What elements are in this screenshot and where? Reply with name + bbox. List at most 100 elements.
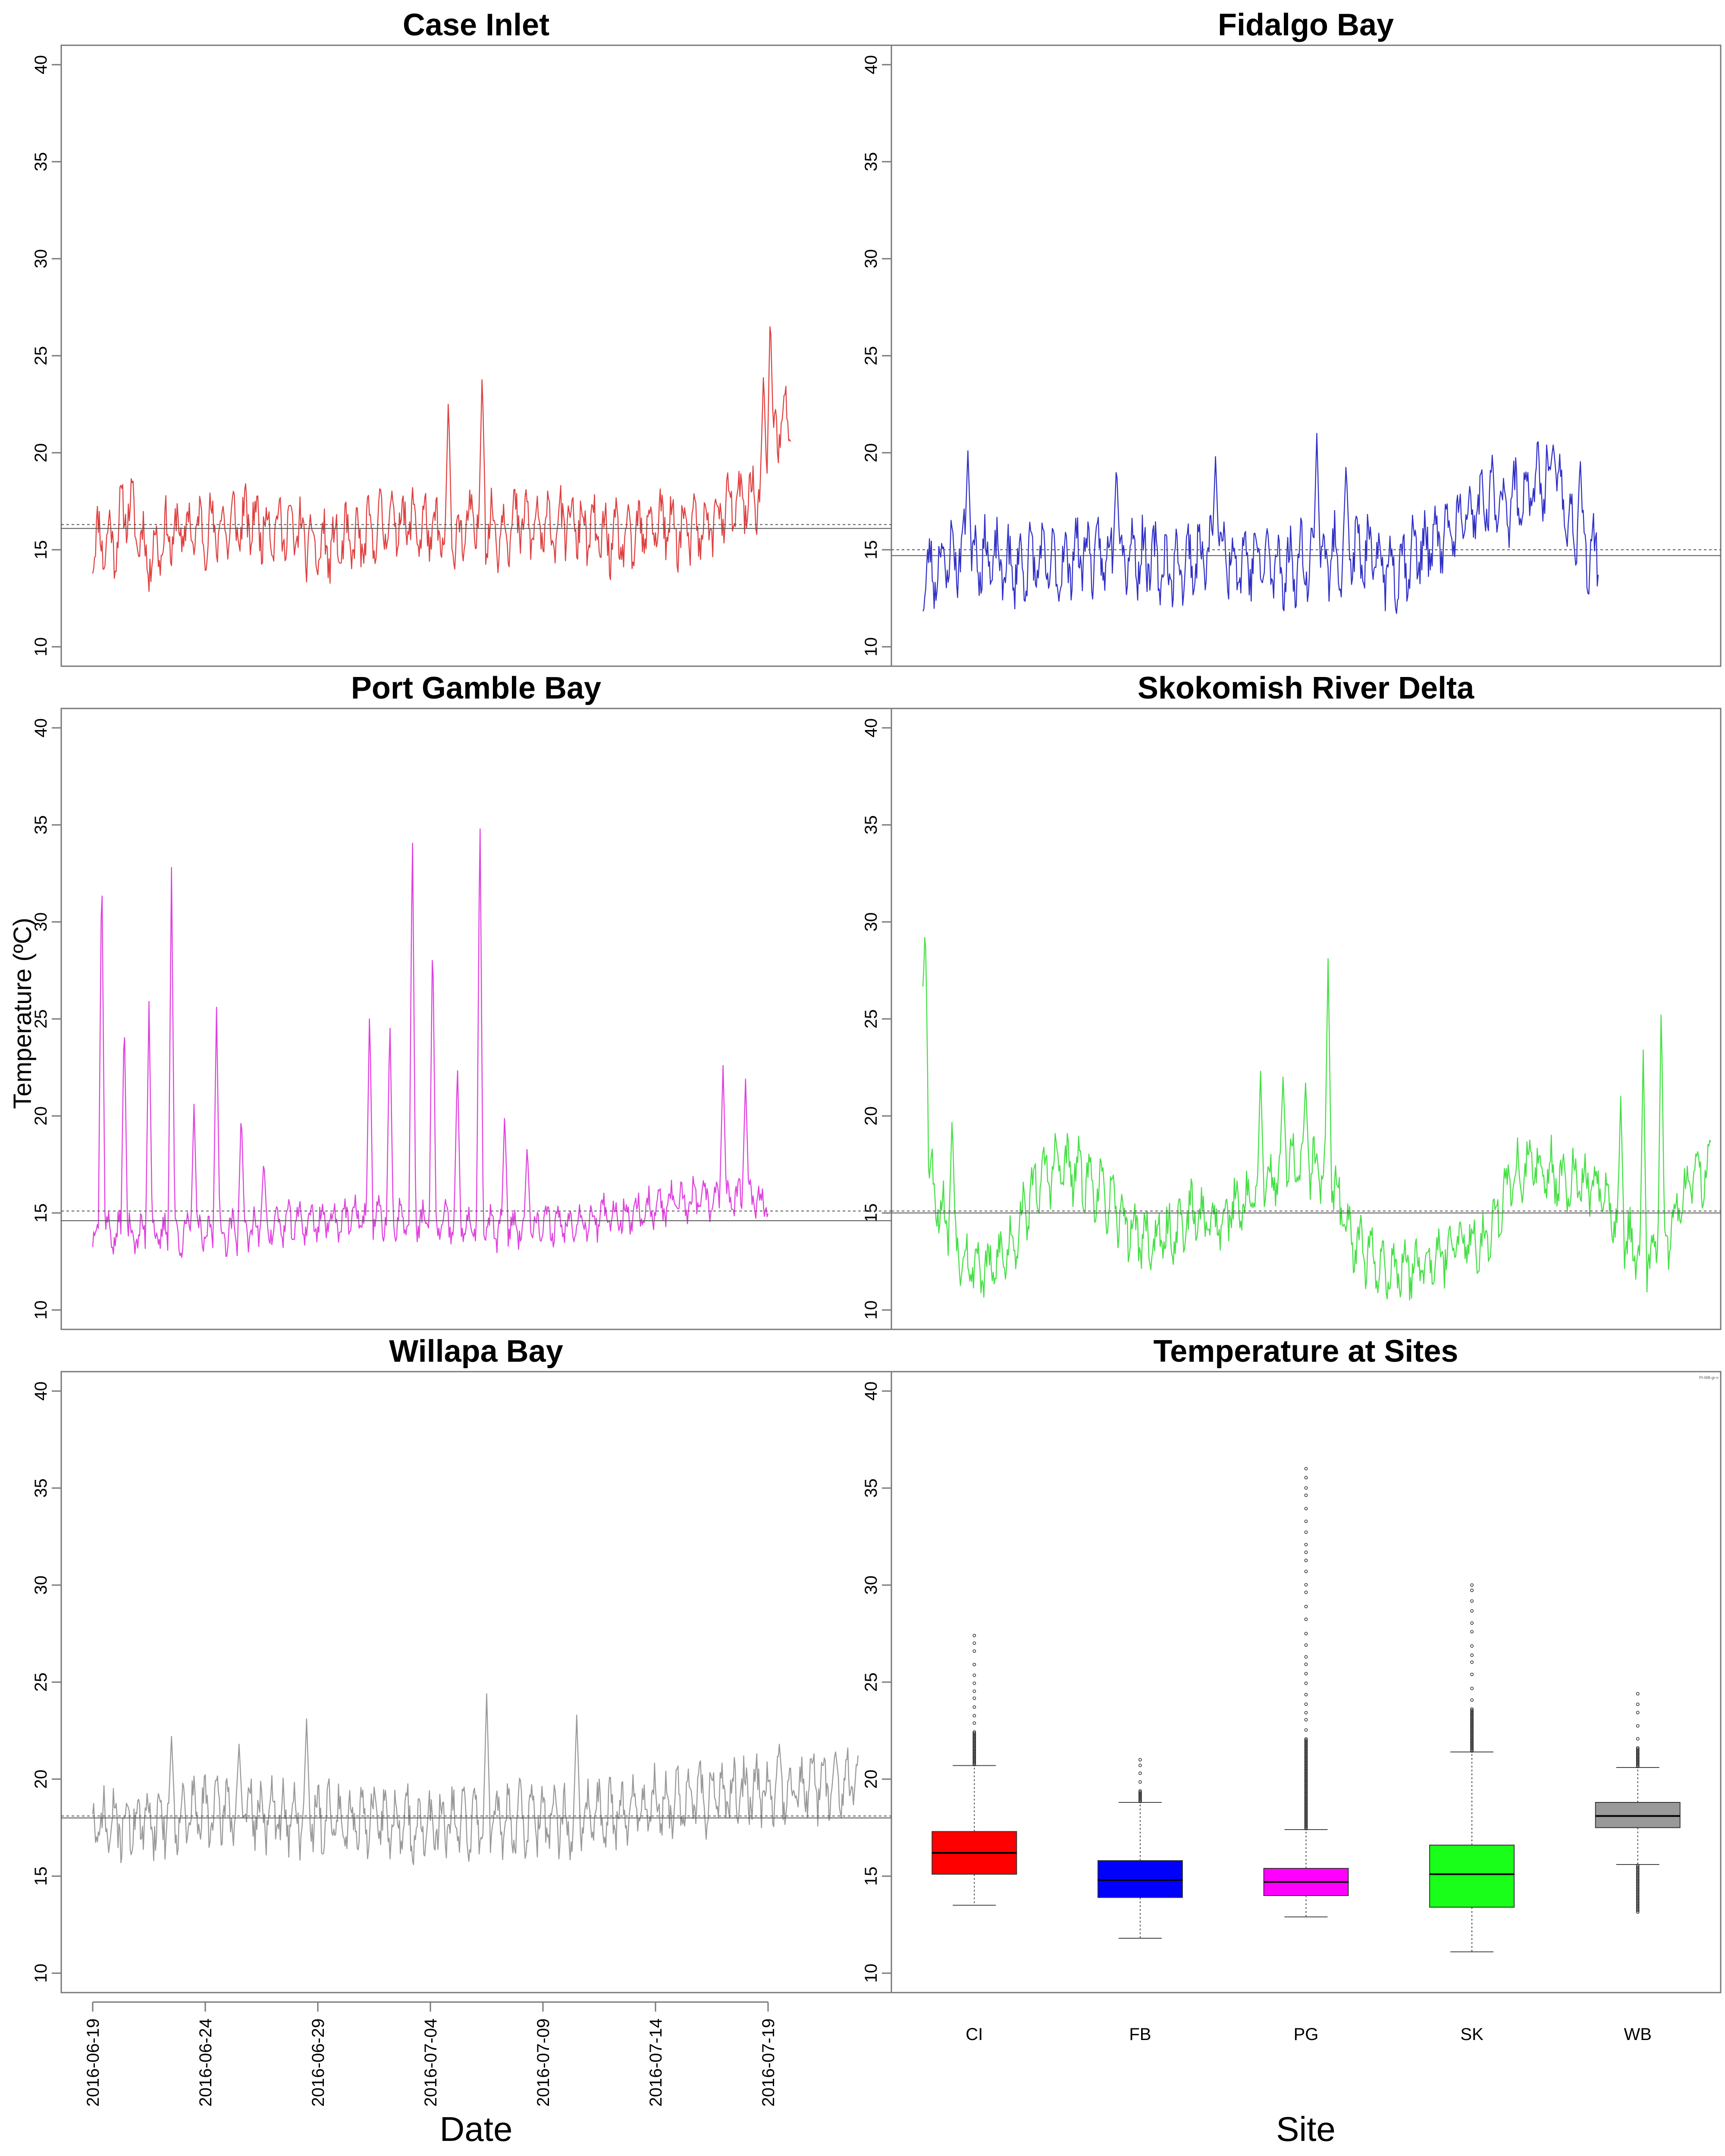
outlier-SK-22 xyxy=(1470,1724,1474,1727)
outlier-PG-67 xyxy=(1304,1749,1308,1752)
outlier-CI-11 xyxy=(972,1750,976,1754)
y-tick-label-pg-20: 20 xyxy=(31,1106,50,1126)
outlier-PG-94 xyxy=(1304,1558,1308,1562)
y-tick-label-ci-25: 25 xyxy=(31,346,50,366)
outlier-PG-90 xyxy=(1304,1604,1308,1608)
outlier-low-WB-22 xyxy=(1636,1898,1640,1902)
outlier-PG-17 xyxy=(1304,1807,1308,1811)
outlier-PG-39 xyxy=(1304,1781,1308,1785)
outlier-PG-81 xyxy=(1304,1702,1308,1706)
outlier-PG-75 xyxy=(1304,1739,1308,1743)
outlier-CI-9 xyxy=(972,1752,976,1756)
outlier-PG-65 xyxy=(1304,1751,1308,1755)
outlier-WB-6 xyxy=(1636,1758,1640,1761)
outlier-PG-59 xyxy=(1304,1758,1308,1762)
outlier-PG-71 xyxy=(1304,1744,1308,1748)
outlier-low-WB-1 xyxy=(1636,1865,1640,1869)
outlier-WB-12 xyxy=(1636,1751,1640,1755)
outlier-PG-78 xyxy=(1304,1728,1308,1732)
outlier-PG-43 xyxy=(1304,1777,1308,1780)
outlier-SK-12 xyxy=(1470,1735,1474,1739)
box-outliers-CI xyxy=(972,1634,976,1767)
outlier-WB-16 xyxy=(1636,1746,1640,1750)
outlier-PG-14 xyxy=(1304,1811,1308,1814)
outlier-SK-11 xyxy=(1470,1736,1474,1740)
outlier-PG-5 xyxy=(1304,1821,1308,1825)
outlier-PG-9 xyxy=(1304,1816,1308,1820)
outlier-SK-35 xyxy=(1470,1708,1474,1712)
outlier-SK-37 xyxy=(1470,1698,1474,1702)
outlier-low-WB-6 xyxy=(1636,1873,1640,1877)
outlier-PG-26 xyxy=(1304,1796,1308,1800)
outlier-PG-2 xyxy=(1304,1824,1308,1828)
outlier-SK-25 xyxy=(1470,1720,1474,1724)
outlier-PG-50 xyxy=(1304,1768,1308,1772)
outlier-PG-52 xyxy=(1304,1766,1308,1770)
outlier-CI-30 xyxy=(972,1714,976,1717)
outlier-WB-4 xyxy=(1636,1760,1640,1764)
outlier-low-WB-5 xyxy=(1636,1871,1640,1875)
outlier-WB-9 xyxy=(1636,1754,1640,1758)
y-tick-label-pg-15: 15 xyxy=(31,1203,50,1223)
outlier-PG-24 xyxy=(1304,1799,1308,1802)
outlier-PG-101 xyxy=(1304,1486,1308,1490)
outlier-WB-11 xyxy=(1636,1752,1640,1755)
outlier-SK-8 xyxy=(1470,1740,1474,1744)
outlier-PG-79 xyxy=(1304,1718,1308,1722)
box-FB xyxy=(1097,1860,1183,1898)
outlier-SK-28 xyxy=(1470,1717,1474,1720)
outlier-PG-12 xyxy=(1304,1813,1308,1817)
series-line-sk xyxy=(922,937,1712,1300)
y-tick-label-fb-10: 10 xyxy=(862,637,881,657)
outlier-CI-12 xyxy=(972,1749,976,1752)
y-tick-label-fb-25: 25 xyxy=(862,346,881,366)
outlier-PG-31 xyxy=(1304,1791,1308,1794)
y-tick-label-wb-25: 25 xyxy=(31,1673,50,1692)
outlier-PG-46 xyxy=(1304,1773,1308,1777)
outlier-low-WB-2 xyxy=(1636,1867,1640,1871)
outlier-FB-3 xyxy=(1138,1796,1142,1800)
outlier-low-WB-23 xyxy=(1636,1899,1640,1903)
outlier-PG-89 xyxy=(1304,1617,1308,1621)
outlier-SK-32 xyxy=(1470,1712,1474,1716)
outlier-PG-16 xyxy=(1304,1808,1308,1812)
outlier-CI-8 xyxy=(972,1753,976,1757)
outlier-WB-2 xyxy=(1636,1762,1640,1766)
outlier-PG-95 xyxy=(1304,1550,1308,1554)
y-tick-label-fb-20: 20 xyxy=(862,443,881,463)
outlier-PG-29 xyxy=(1304,1793,1308,1797)
outlier-CI-36 xyxy=(972,1663,976,1667)
outlier-FB-5 xyxy=(1138,1794,1142,1798)
outlier-PG-56 xyxy=(1304,1761,1308,1765)
outlier-PG-36 xyxy=(1304,1785,1308,1789)
outlier-low-WB-7 xyxy=(1636,1874,1640,1878)
series-line-wb xyxy=(92,1693,859,1865)
outlier-SK-16 xyxy=(1470,1730,1474,1734)
outlier-PG-99 xyxy=(1304,1507,1308,1510)
y-tick-label-ci-30: 30 xyxy=(31,249,50,269)
outlier-WB-18 xyxy=(1636,1724,1640,1728)
outlier-low-WB-16 xyxy=(1636,1888,1640,1892)
outlier-low-WB-15 xyxy=(1636,1887,1640,1891)
y-tick-label-sk-40: 40 xyxy=(862,718,881,738)
y-tick-label-wb-20: 20 xyxy=(31,1770,50,1789)
x-axis-label-site: Site xyxy=(1276,2110,1336,2148)
outlier-SK-44 xyxy=(1470,1621,1474,1625)
panel-title-willapa-bay: Willapa Bay xyxy=(389,1334,563,1369)
y-tick-label-sk-15: 15 xyxy=(862,1203,881,1223)
outlier-low-WB-29 xyxy=(1636,1908,1640,1912)
outlier-SK-0 xyxy=(1470,1749,1474,1753)
site-label-SK: SK xyxy=(1460,2025,1484,2044)
y-tick-label-box-10: 10 xyxy=(862,1964,881,1983)
outlier-PG-3 xyxy=(1304,1823,1308,1827)
outlier-CI-7 xyxy=(972,1755,976,1758)
y-tick-label-ci-35: 35 xyxy=(31,152,50,172)
x-tick-label-3: 2016-07-04 xyxy=(421,2018,440,2107)
series-line-pg xyxy=(92,828,769,1258)
y-tick-label-wb-30: 30 xyxy=(31,1576,50,1595)
y-tick-label-box-20: 20 xyxy=(862,1770,881,1789)
outlier-SK-42 xyxy=(1470,1644,1474,1648)
outlier-PG-11 xyxy=(1304,1814,1308,1818)
outlier-SK-27 xyxy=(1470,1717,1474,1721)
